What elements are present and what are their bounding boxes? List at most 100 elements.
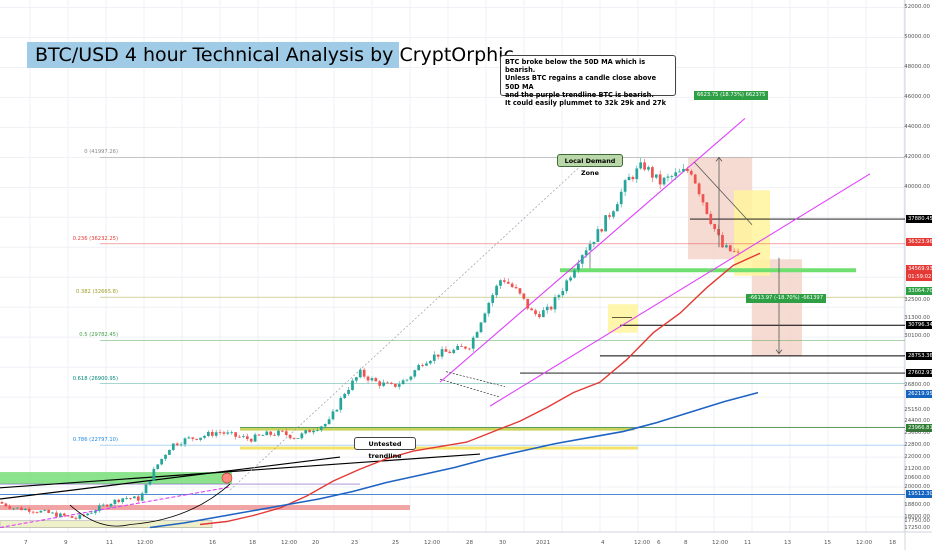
candle-body <box>604 215 607 232</box>
candle-body <box>226 432 230 434</box>
resistance-band <box>240 427 634 431</box>
candle-body <box>249 438 253 442</box>
candle-body <box>440 349 444 357</box>
purple-dashed <box>0 486 231 529</box>
candle-body <box>277 430 280 436</box>
candle-body <box>230 432 234 434</box>
candle-body <box>133 496 136 499</box>
candle-body <box>242 436 245 438</box>
candle-body <box>171 443 175 450</box>
candle-body <box>693 174 697 184</box>
time-tick: 6 <box>657 540 661 546</box>
fib-label-3: 0.5 (29782.45) <box>79 332 118 339</box>
candle-body <box>51 512 54 514</box>
time-tick: 13 <box>784 540 792 546</box>
time-tick: 16 <box>209 540 217 546</box>
candle-body <box>545 306 549 311</box>
candle-body <box>66 515 70 517</box>
time-tick: 12:00 <box>424 540 441 546</box>
candle-body <box>160 458 163 465</box>
candle-body <box>697 183 701 195</box>
candle-body <box>522 293 526 299</box>
candle-body <box>635 168 639 180</box>
price-tick: 22000.00 <box>904 454 930 461</box>
note-line-1: BTC broke below the 50D MA which is bear… <box>505 58 646 75</box>
candle-body <box>689 170 693 175</box>
candle-body <box>499 280 502 286</box>
time-tick: 30 <box>499 540 507 546</box>
candle-body <box>4 503 8 507</box>
candle-body <box>378 381 382 386</box>
candle-body <box>195 438 199 440</box>
price-tick: 42000.00 <box>904 154 930 161</box>
candle-body <box>475 332 479 338</box>
candle-body <box>70 516 74 518</box>
candle-body <box>588 244 592 251</box>
candle-body <box>553 297 557 310</box>
candle-body <box>222 432 226 434</box>
price-tick: 32500.00 <box>904 296 930 303</box>
candle-body <box>491 295 495 303</box>
candle-body <box>436 354 440 357</box>
candle-body <box>148 480 152 485</box>
chart-title: BTC/USD 4 hour Technical Analysis by Cry… <box>27 42 514 68</box>
price-tick: 17750.00 <box>904 517 930 524</box>
candle-body <box>670 176 674 177</box>
candle-body <box>281 430 284 432</box>
price-tick: 26800.00 <box>904 382 930 389</box>
candle-body <box>335 409 339 412</box>
price-tick: 50000.00 <box>904 34 930 41</box>
candle-body <box>479 322 483 333</box>
candle-body <box>210 431 214 436</box>
candle-body <box>425 363 428 366</box>
fib-label-1: 0.236 (36232.25) <box>72 235 118 242</box>
candle-body <box>261 435 265 437</box>
candle-body <box>651 167 654 178</box>
candle-body <box>156 464 160 469</box>
candle-body <box>113 499 117 504</box>
candle-body <box>643 162 646 170</box>
candle-body <box>16 507 19 509</box>
candle-body <box>164 454 167 459</box>
candle-body <box>561 291 565 296</box>
candle-body <box>304 430 308 434</box>
candles <box>0 157 740 521</box>
time-tick: 8 <box>684 540 688 546</box>
local-demand-zone-label: Local Demand Zone <box>557 154 623 177</box>
price-tick: 30100.00 <box>904 332 930 339</box>
flag-lines <box>439 371 506 398</box>
upper-arrowhead <box>715 156 723 162</box>
candle-body <box>631 176 635 180</box>
green-band <box>560 268 856 273</box>
candle-body <box>526 298 530 309</box>
time-tick: 28 <box>466 540 474 546</box>
candle-body <box>530 308 533 311</box>
candle-body <box>627 176 631 181</box>
candle-body <box>296 438 300 440</box>
candle-body <box>503 280 506 282</box>
price-tick: 31300.00 <box>904 314 930 321</box>
time-tick: 25 <box>392 540 400 546</box>
note-line-3: and the purple trendline BTC is bearish. <box>505 90 654 99</box>
fib-label-5: 0.786 (22797.10) <box>72 437 118 444</box>
candle-body <box>662 177 666 185</box>
candle-body <box>705 202 709 214</box>
candle-body <box>514 287 518 289</box>
price-tick: 46000.00 <box>904 94 930 101</box>
candle-body <box>510 283 514 288</box>
time-tick: 7 <box>24 540 28 546</box>
candle-body <box>647 167 650 170</box>
candle-body <box>386 382 389 384</box>
fib-label-2: 0.382 (32665.8) <box>76 289 118 296</box>
candle-body <box>125 498 128 499</box>
candle-body <box>577 263 580 271</box>
candle-body <box>495 285 498 296</box>
fib-label-0: 0 (41997.26) <box>84 149 118 156</box>
fib-label-4: 0.618 (26900.95) <box>72 375 118 382</box>
candle-body <box>374 378 378 382</box>
candle-body <box>101 504 105 506</box>
candle-body <box>600 229 604 232</box>
candle-body <box>448 351 452 354</box>
trendlines <box>0 117 905 529</box>
price-tag: 23966.81 <box>906 423 932 432</box>
